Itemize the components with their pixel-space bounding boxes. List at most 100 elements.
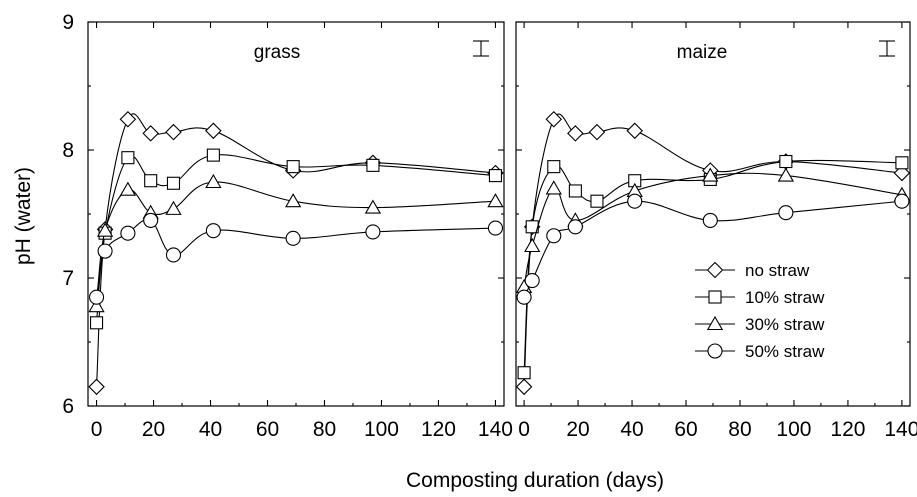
data-point-diamond: [626, 122, 644, 140]
series-line: [96, 219, 496, 298]
legend-marker-triangle: [706, 315, 724, 331]
data-point-triangle: [284, 193, 302, 208]
y-tick-label: 6: [62, 395, 74, 418]
data-point-circle: [205, 223, 221, 239]
data-point-triangle: [205, 173, 222, 189]
data-point-square: [89, 316, 104, 330]
x-tick-label: 0: [91, 418, 103, 441]
legend-marker-circle: [707, 343, 723, 359]
data-point-triangle: [545, 180, 562, 195]
data-point-circle: [702, 212, 718, 228]
x-tick-label: 40: [199, 418, 222, 441]
x-axis-title: Composting duration (days): [406, 469, 664, 492]
x-tick-label: 20: [142, 418, 165, 441]
data-point-triangle: [524, 237, 541, 253]
data-point-circle: [627, 193, 643, 209]
series-line: [96, 113, 496, 387]
legend-label: 10% straw: [745, 288, 825, 307]
panel-grass: 0 20 40 60 80 100 120 140 6 7 8 9 grass: [62, 11, 513, 441]
data-point-circle: [516, 289, 532, 305]
data-point-diamond: [545, 111, 563, 128]
data-point-square: [568, 184, 582, 198]
x-tick-label: 120: [830, 418, 865, 441]
data-point-diamond: [515, 378, 533, 396]
data-point-square: [547, 160, 561, 174]
data-point-square: [206, 148, 220, 162]
x-tick-label: 0: [518, 418, 530, 441]
x-tick-label: 60: [674, 418, 697, 441]
x-tick-label: 100: [776, 418, 811, 441]
x-tick-label: 80: [728, 418, 751, 441]
data-point-square: [517, 366, 531, 380]
legend-entry: 50% straw: [695, 342, 825, 361]
data-point-triangle: [119, 181, 137, 196]
legend-label: no straw: [745, 261, 810, 280]
data-point-circle: [120, 225, 136, 241]
data-point-diamond: [142, 125, 159, 142]
panel-title-grass: grass: [254, 42, 300, 63]
data-point-square: [166, 176, 181, 190]
legend-marker-diamond: [706, 261, 724, 279]
legend-entry: 30% straw: [695, 315, 825, 334]
y-tick-label: 8: [62, 139, 74, 162]
x-tick-label: 20: [566, 418, 589, 441]
data-point-circle: [894, 193, 910, 209]
series-30-straw: [88, 173, 504, 313]
series-50-straw: [88, 212, 504, 305]
panel-title-maize: maize: [677, 42, 728, 63]
data-point-circle: [285, 230, 301, 246]
data-point-circle: [88, 289, 105, 305]
y-axis-title: pH (water): [12, 167, 35, 265]
data-point-triangle: [364, 199, 382, 214]
data-point-square: [286, 160, 300, 174]
x-tick-label: 40: [620, 418, 643, 441]
data-point-circle: [165, 247, 182, 263]
data-point-diamond: [165, 123, 182, 141]
data-point-diamond: [88, 378, 105, 396]
legend-marker-square: [708, 290, 722, 304]
series-50-straw: [516, 193, 910, 305]
data-point-triangle: [165, 200, 182, 215]
panels: 0 20 40 60 80 100 120 140 6 7 8 9 grass 0 20 40 60 80 100 1…: [62, 11, 917, 441]
data-point-diamond: [567, 125, 584, 142]
data-point-triangle: [777, 167, 795, 182]
data-point-circle: [524, 273, 540, 289]
data-point-circle: [97, 243, 113, 259]
data-point-circle: [487, 220, 504, 236]
x-tick-label: 100: [364, 418, 399, 441]
legend: no straw 10% straw 30% straw 50% straw: [695, 261, 825, 361]
data-point-triangle: [96, 222, 114, 237]
data-point-circle: [778, 205, 794, 221]
data-point-triangle: [487, 193, 504, 208]
y-tick-label: 7: [62, 267, 74, 290]
data-point-square: [121, 151, 135, 165]
data-point-circle: [143, 212, 159, 228]
data-point-diamond: [588, 123, 606, 141]
x-tick-label: 80: [313, 418, 336, 441]
data-point-circle: [365, 224, 381, 240]
data-point-square: [366, 158, 380, 172]
x-tick-label: 120: [421, 418, 456, 441]
data-point-square: [488, 169, 503, 183]
legend-label: 30% straw: [745, 315, 825, 334]
panel-maize: 0 20 40 60 80 100 120 140 maize: [515, 21, 917, 441]
y-tick-label: 9: [62, 11, 74, 34]
data-point-triangle: [88, 298, 105, 313]
data-point-diamond: [205, 122, 222, 140]
x-tick-label: 140: [478, 418, 513, 441]
data-point-circle: [567, 219, 583, 235]
legend-entry: 10% straw: [695, 288, 825, 307]
series-10-straw: [89, 148, 503, 330]
x-tick-label: 140: [884, 418, 917, 441]
legend-label: 50% straw: [745, 342, 825, 361]
error-bar-indicator: [879, 40, 895, 57]
x-tick-label: 60: [256, 418, 279, 441]
data-point-square: [779, 154, 793, 169]
data-point-triangle: [702, 167, 719, 182]
data-point-square: [590, 194, 604, 208]
data-point-circle: [546, 228, 562, 244]
data-point-square: [144, 174, 158, 188]
data-point-square: [895, 156, 909, 170]
series-no-straw: [88, 111, 504, 396]
